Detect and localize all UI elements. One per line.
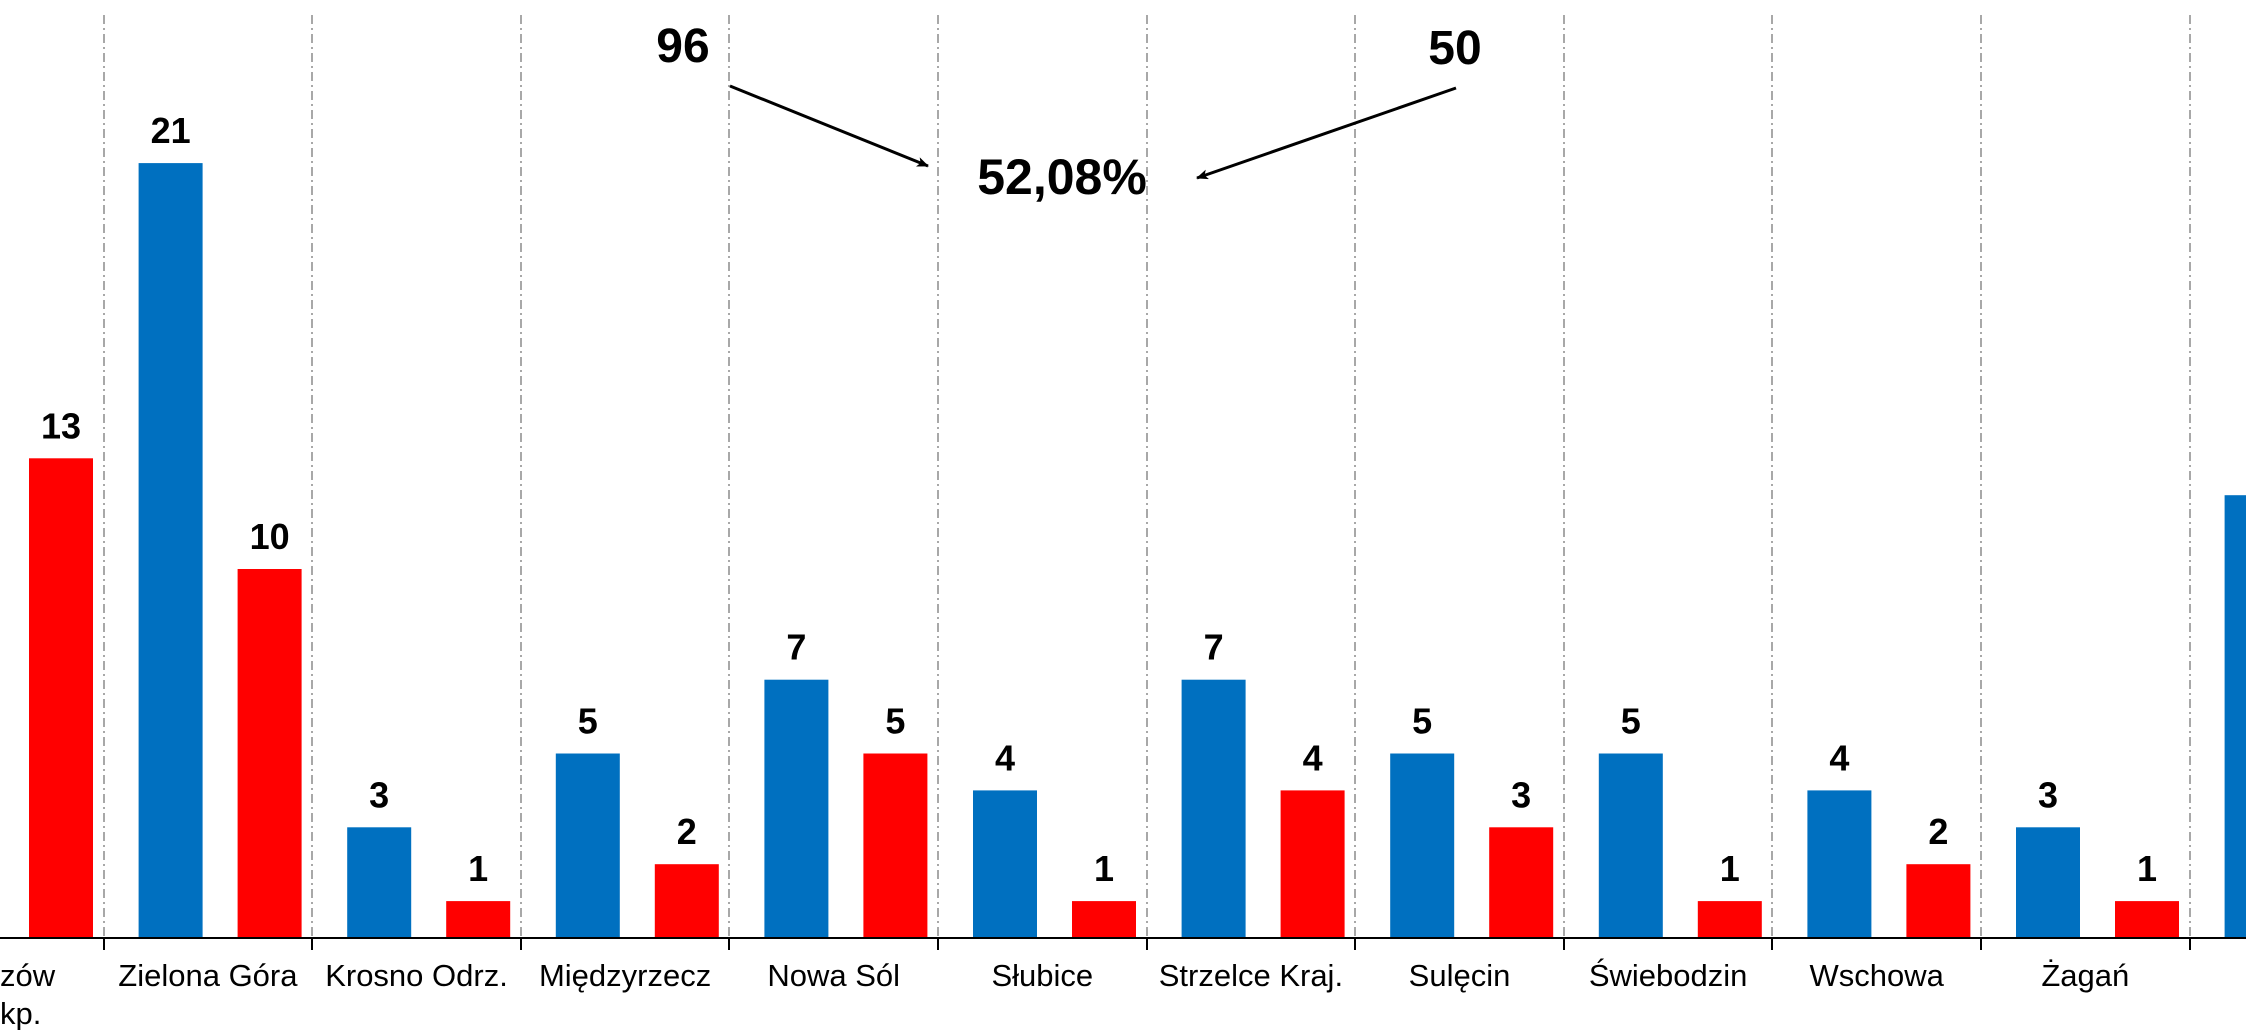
red-bar [863, 753, 928, 938]
red-bar [1280, 790, 1345, 938]
red-bar [1906, 864, 1971, 938]
category-label: Słubice [991, 958, 1093, 993]
red-bar [654, 864, 719, 938]
data-label: 7 [1204, 627, 1224, 668]
data-label: 3 [369, 774, 389, 815]
data-labels-group: 2135747554311310125143121 [41, 110, 2157, 889]
category-label: Krosno Odrz. [325, 958, 508, 993]
data-label: 13 [41, 405, 81, 446]
category-label: Żagań [2041, 958, 2129, 993]
blue-bar [1598, 753, 1663, 938]
category-label: Zielona Góra [118, 958, 298, 993]
category-label: Strzelce Kraj. [1159, 958, 1343, 993]
data-label: 1 [1720, 848, 1740, 889]
data-label: 1 [468, 848, 488, 889]
category-label: Nowa Sól [767, 958, 900, 993]
data-label: 3 [1511, 774, 1531, 815]
data-label: 2 [1928, 811, 1948, 852]
red-bar [29, 458, 93, 938]
data-label: 4 [995, 737, 1015, 778]
blue-bar [973, 790, 1037, 938]
red-bar [1489, 827, 1554, 938]
blue-bar [347, 827, 412, 938]
category-labels-group: zów kp. Zielona Góra Krosno Odrz. Międzyrzec… [0, 957, 2129, 1030]
x-axis [0, 937, 2246, 950]
blue-bar [2016, 827, 2080, 938]
annotation-percentage: 52,08% [977, 149, 1147, 205]
blue-bar [1181, 679, 1246, 938]
gridlines [103, 15, 2191, 938]
data-label: 10 [250, 516, 290, 557]
arrow-left [729, 84, 929, 168]
data-label: 2 [677, 811, 697, 852]
data-label: 5 [1621, 701, 1641, 742]
red-bar [1697, 901, 1762, 938]
data-label: 1 [1094, 848, 1114, 889]
arrow-right [1196, 86, 1457, 180]
blue-bar [1807, 790, 1872, 938]
data-label: 1 [2137, 848, 2157, 889]
category-label: Międzyrzecz [539, 958, 711, 993]
blue-bar [555, 753, 620, 938]
red-bar [2115, 901, 2179, 938]
data-label: 4 [1829, 737, 1849, 778]
blue-bar [138, 163, 203, 939]
data-label: 4 [1303, 737, 1323, 778]
red-bar [237, 569, 302, 938]
red-bar [1072, 901, 1136, 938]
blue-bar [1390, 753, 1455, 938]
category-label: Wschowa [1810, 958, 1945, 993]
data-label: 7 [786, 627, 806, 668]
category-label: Świebodzin [1589, 957, 1748, 993]
data-label: 5 [885, 701, 905, 742]
category-label: Sulęcin [1409, 958, 1511, 993]
category-label: zów kp. [0, 958, 56, 1030]
data-label: 21 [151, 110, 191, 151]
data-label: 3 [2038, 774, 2058, 815]
bars-group [29, 163, 2246, 939]
annotation-total-right: 50 [1428, 22, 1481, 75]
blue-bar [2224, 495, 2246, 938]
red-bar [446, 901, 511, 938]
data-label: 5 [1412, 701, 1432, 742]
data-label: 5 [578, 701, 598, 742]
annotation-total-left: 96 [656, 20, 709, 73]
annotation-group: 96 50 52,08% [656, 20, 1481, 205]
blue-bar [764, 679, 829, 938]
